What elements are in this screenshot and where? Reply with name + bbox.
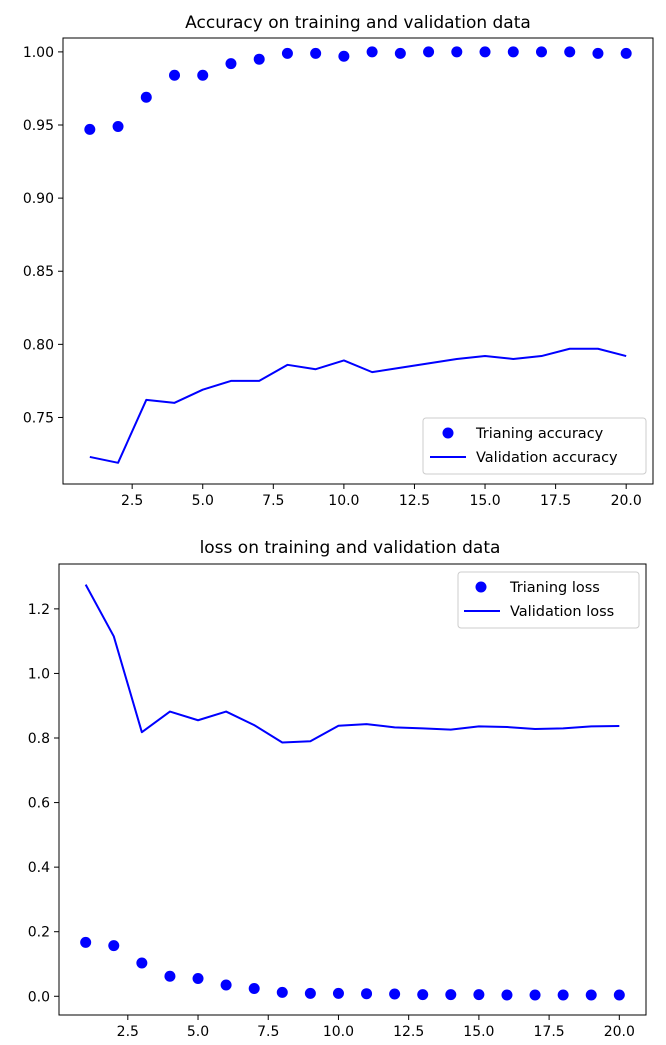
- data-point-training: [394, 47, 406, 59]
- x-tick-label: 10.0: [323, 1024, 354, 1040]
- legend-label-training: Trianing accuracy: [475, 426, 604, 442]
- data-point-training: [108, 940, 120, 952]
- x-tick-label: 5.0: [192, 493, 214, 509]
- data-point-training: [338, 50, 350, 62]
- axis-ticks: 2.5 5.0 7.5 10.0 12.5 15.0 17.5 20.0 0.0 0.2 0.4 0.…: [28, 602, 635, 1040]
- data-point-training: [276, 986, 288, 998]
- data-point-training: [304, 987, 316, 999]
- legend-marker-training: [475, 581, 487, 593]
- data-point-training: [613, 989, 625, 1001]
- x-tick-label: 20.0: [604, 1024, 635, 1040]
- x-tick-label: 10.0: [328, 493, 359, 509]
- legend-marker-training: [442, 427, 454, 439]
- chart-title: loss on training and validation data: [200, 538, 501, 558]
- data-point-training: [423, 46, 435, 58]
- y-tick-label: 0.80: [23, 337, 54, 353]
- data-point-training: [197, 69, 209, 81]
- data-point-training: [253, 53, 265, 65]
- data-point-training: [112, 120, 124, 132]
- series-line-validation: [84, 584, 620, 744]
- data-point-training: [529, 989, 541, 1001]
- data-point-training: [592, 47, 604, 59]
- y-tick-label: 0.90: [23, 191, 54, 207]
- legend-box: [422, 417, 647, 475]
- axis-ticks: 2.5 5.0 7.5 10.0 12.5 15.0 17.5 20.0 0.75 0.80 0.8…: [23, 45, 642, 509]
- data-point-training: [366, 46, 378, 58]
- data-point-training: [451, 46, 463, 58]
- data-point-training: [473, 989, 485, 1001]
- data-point-training: [164, 970, 176, 982]
- data-point-training: [84, 123, 96, 135]
- data-point-training: [535, 46, 547, 58]
- y-tick-label: 0.8: [28, 731, 50, 747]
- y-tick-label: 0.95: [23, 118, 54, 134]
- y-tick-label: 0.4: [28, 860, 50, 876]
- y-tick-label: 0.6: [28, 796, 50, 812]
- data-point-training: [80, 936, 92, 948]
- plot-area: [84, 46, 632, 464]
- series-line-validation: [89, 347, 627, 464]
- x-tick-label: 2.5: [121, 493, 143, 509]
- x-tick-label: 12.5: [399, 493, 430, 509]
- x-tick-label: 12.5: [393, 1024, 424, 1040]
- data-point-training: [557, 989, 569, 1001]
- accuracy-chart: Accuracy on training and validation data…: [23, 13, 654, 509]
- data-point-training: [281, 47, 293, 59]
- axes-frame: [58, 563, 647, 1016]
- data-point-training: [417, 989, 429, 1001]
- x-tick-label: 15.0: [463, 1024, 494, 1040]
- y-tick-label: 0.85: [23, 264, 54, 280]
- axes-frame: [62, 37, 654, 485]
- y-tick-label: 1.2: [28, 602, 50, 618]
- x-tick-label: 5.0: [187, 1024, 209, 1040]
- data-point-training: [192, 973, 204, 985]
- data-point-training: [310, 47, 322, 59]
- x-tick-label: 7.5: [262, 493, 284, 509]
- x-tick-label: 2.5: [117, 1024, 139, 1040]
- y-tick-label: 1.00: [23, 45, 54, 61]
- x-tick-label: 15.0: [469, 493, 500, 509]
- x-tick-label: 17.5: [540, 493, 571, 509]
- legend-box: [457, 571, 640, 629]
- data-point-training: [620, 47, 632, 59]
- legend-label-validation: Validation accuracy: [476, 450, 618, 466]
- data-point-training: [445, 989, 457, 1001]
- data-point-training: [136, 957, 148, 969]
- chart-title: Accuracy on training and validation data: [185, 13, 531, 33]
- y-tick-label: 0.2: [28, 925, 50, 941]
- data-point-training: [585, 989, 597, 1001]
- legend-label-validation: Validation loss: [510, 604, 614, 620]
- data-point-training: [564, 46, 576, 58]
- plot-area: [80, 584, 625, 1001]
- x-tick-label: 17.5: [534, 1024, 565, 1040]
- data-point-training: [332, 987, 344, 999]
- data-point-training: [169, 69, 181, 81]
- y-tick-label: 0.0: [28, 989, 50, 1005]
- data-point-training: [479, 46, 491, 58]
- y-tick-label: 1.0: [28, 666, 50, 682]
- data-point-training: [248, 983, 260, 995]
- legend: Trianing loss Validation loss: [457, 571, 640, 629]
- data-point-training: [501, 989, 513, 1001]
- x-tick-label: 7.5: [257, 1024, 279, 1040]
- data-point-training: [225, 58, 237, 70]
- data-point-training: [220, 979, 232, 991]
- y-tick-label: 0.75: [23, 410, 54, 426]
- data-point-training: [507, 46, 519, 58]
- legend-label-training: Trianing loss: [509, 580, 600, 596]
- data-point-training: [389, 988, 401, 1000]
- loss-chart: loss on training and validation data 2.5…: [28, 538, 647, 1040]
- legend: Trianing accuracy Validation accuracy: [422, 417, 647, 475]
- x-tick-label: 20.0: [611, 493, 642, 509]
- data-point-training: [361, 988, 373, 1000]
- data-point-training: [140, 91, 152, 103]
